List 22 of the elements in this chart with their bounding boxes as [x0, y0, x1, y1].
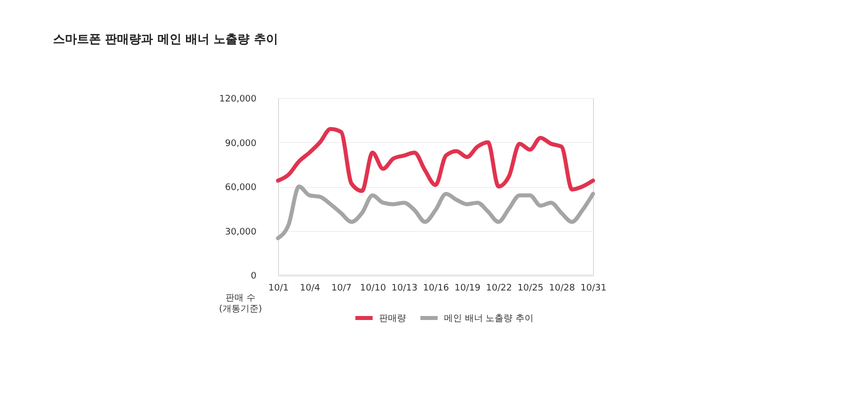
x-tick-label: 10/22 [486, 284, 512, 294]
legend-label: 메인 배너 노출량 추이 [444, 314, 534, 324]
x-tick-label: 10/7 [331, 284, 352, 294]
y-tick-label: 0 [250, 272, 257, 282]
line-series [276, 126, 595, 193]
x-tick-label: 10/25 [518, 284, 544, 294]
y-tick-label: 30,000 [225, 227, 257, 238]
x-tick-label: 10/1 [268, 284, 289, 294]
line-series [276, 184, 595, 240]
text: 스마트폰 판매량과 메인 배너 노출량 추이 [53, 32, 278, 46]
x-tick-label: 10/19 [454, 284, 481, 294]
y-tick-label: 120,000 [219, 94, 257, 104]
legend-label: 판매량 [379, 314, 406, 324]
x-tick-label: 10/10 [360, 284, 386, 294]
y-tick-label: 60,000 [225, 183, 257, 193]
x-tick-label: 10/28 [549, 284, 576, 294]
y-axis-title: 판매 수 (개통기준) [218, 294, 262, 314]
y-tick-label: 90,000 [225, 138, 257, 149]
x-tick-label: 10/4 [300, 284, 320, 294]
x-tick-label: 10/13 [392, 284, 418, 294]
x-tick-label: 10/16 [423, 284, 450, 294]
x-tick-label: 10/31 [580, 284, 606, 294]
